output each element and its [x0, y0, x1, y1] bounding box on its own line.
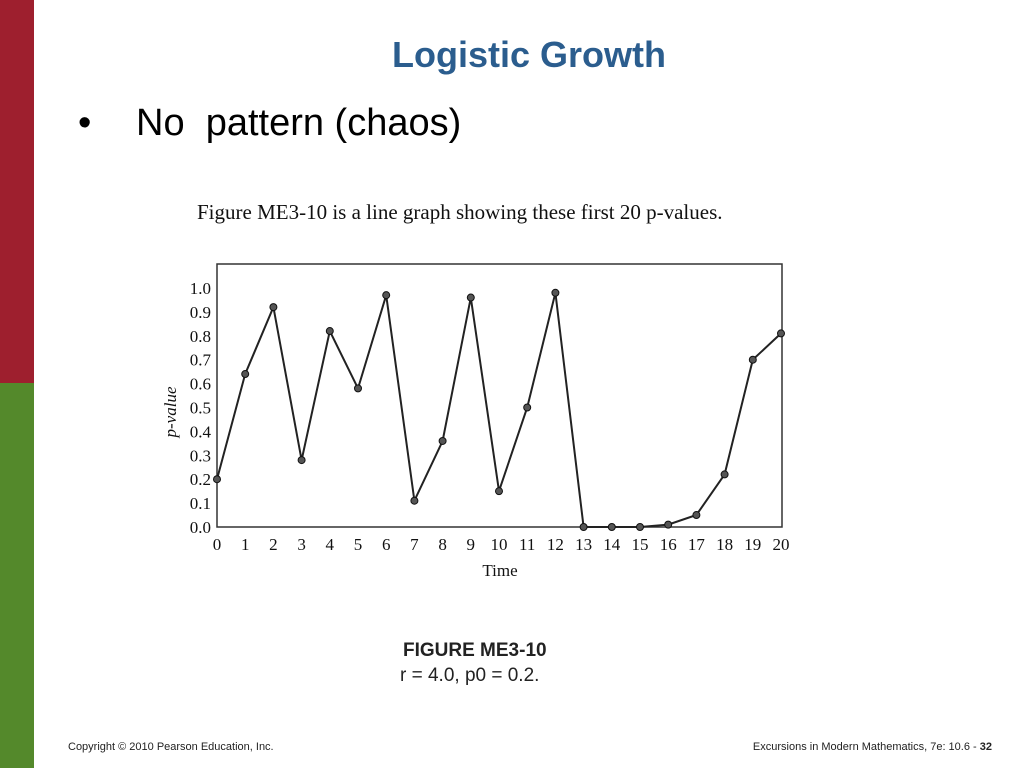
- bullet-icon: •: [78, 102, 92, 144]
- figure-caption-top: Figure ME3-10 is a line graph showing th…: [197, 200, 723, 224]
- y-tick-label: 0.2: [190, 470, 211, 489]
- y-tick-label: 0.1: [190, 494, 211, 513]
- accent-bar-red: [0, 0, 34, 383]
- data-point: [410, 496, 419, 505]
- data-point: [382, 291, 391, 300]
- x-tick-label: 16: [660, 535, 677, 554]
- x-tick-label: 13: [575, 535, 592, 554]
- y-tick-label: 0.7: [190, 351, 212, 370]
- x-tick-labels: 0 1 2 3 4 5 6 7 8 9 10 11 12 13 14 15 16 17 18 19 20: [213, 535, 790, 554]
- y-tick-label: 0.4: [190, 422, 212, 441]
- x-tick-label: 8: [438, 535, 447, 554]
- data-point: [354, 384, 362, 393]
- data-point: [241, 370, 250, 379]
- x-tick-label: 1: [241, 535, 250, 554]
- y-tick-label: 0.3: [190, 446, 211, 465]
- y-axis-label: p-value: [161, 386, 180, 438]
- slide-title: Logistic Growth: [392, 34, 666, 75]
- data-point: [664, 520, 673, 529]
- data-point: [523, 403, 532, 412]
- x-tick-label: 14: [603, 535, 621, 554]
- data-point: [325, 327, 334, 336]
- x-tick-label: 0: [213, 535, 222, 554]
- x-tick-label: 5: [354, 535, 363, 554]
- bullet-text: No pattern (chaos): [136, 102, 462, 144]
- y-tick-label: 0.6: [190, 375, 211, 394]
- x-tick-label: 12: [547, 535, 564, 554]
- data-point: [297, 456, 306, 465]
- x-tick-label: 10: [491, 535, 508, 554]
- data-point: [579, 523, 588, 531]
- data-point: [269, 303, 278, 312]
- data-point: [748, 355, 757, 364]
- figure-params: r = 4.0, p0 = 0.2.: [400, 665, 540, 686]
- x-tick-label: 7: [410, 535, 419, 554]
- x-tick-label: 11: [519, 535, 535, 554]
- footer-copyright: Copyright © 2010 Pearson Education, Inc.: [68, 741, 274, 753]
- x-tick-label: 6: [382, 535, 391, 554]
- data-point: [495, 487, 503, 496]
- x-tick-label: 2: [269, 535, 278, 554]
- footer-citation-text: Excursions in Modern Mathematics, 7e: 10…: [752, 741, 980, 753]
- data-point: [636, 523, 644, 531]
- y-tick-labels: 0.0 0.1 0.2 0.3 0.4 0.5 0.6 0.7 0.8 0.9 1.0: [190, 279, 212, 537]
- x-tick-label: 17: [688, 535, 706, 554]
- footer-citation: Excursions in Modern Mathematics, 7e: 10…: [753, 741, 992, 753]
- x-tick-label: 19: [744, 535, 761, 554]
- y-tick-label: 0.5: [190, 399, 211, 418]
- accent-bar-green: [0, 383, 34, 768]
- x-tick-label: 20: [773, 535, 790, 554]
- data-point: [213, 475, 221, 484]
- x-tick-label: 4: [326, 535, 335, 554]
- y-tick-label: 0.9: [190, 303, 211, 322]
- page-number: 32: [979, 741, 992, 753]
- data-point: [466, 293, 475, 302]
- data-point: [777, 329, 785, 338]
- data-point: [720, 470, 729, 479]
- x-tick-label: 15: [632, 535, 649, 554]
- y-tick-label: 0.0: [190, 518, 211, 537]
- x-tick-label: 3: [297, 535, 306, 554]
- data-point: [551, 288, 560, 297]
- x-tick-label: 9: [467, 535, 476, 554]
- x-axis-label: Time: [482, 561, 517, 580]
- data-point: [438, 436, 447, 445]
- figure-label: FIGURE ME3-10: [403, 640, 547, 661]
- data-point: [607, 523, 616, 531]
- y-tick-label: 1.0: [190, 279, 211, 298]
- data-point: [692, 511, 701, 520]
- data-points: [213, 288, 785, 531]
- x-tick-label: 18: [716, 535, 733, 554]
- plot-frame: [216, 263, 783, 528]
- y-tick-label: 0.8: [190, 327, 211, 346]
